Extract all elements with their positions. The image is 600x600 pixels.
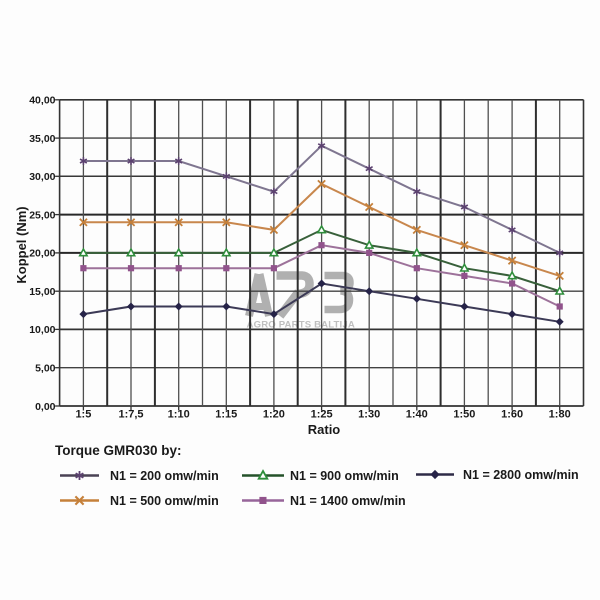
svg-text:1:10: 1:10 [168, 409, 190, 421]
svg-text:1:5: 1:5 [75, 409, 91, 421]
svg-text:1:15: 1:15 [215, 409, 237, 421]
svg-text:5,00: 5,00 [35, 363, 56, 375]
svg-text:1:40: 1:40 [406, 409, 428, 421]
svg-text:Koppel (Nm): Koppel (Nm) [14, 206, 29, 283]
svg-text:15,00: 15,00 [29, 286, 55, 298]
svg-text:Torque GMR030 by:: Torque GMR030 by: [55, 443, 182, 458]
svg-text:N1 = 900 omw/min: N1 = 900 omw/min [290, 469, 399, 483]
svg-text:N1 = 200 omw/min: N1 = 200 omw/min [110, 469, 219, 483]
svg-text:1:20: 1:20 [263, 409, 285, 421]
svg-text:Ratio: Ratio [308, 422, 341, 437]
svg-text:30,00: 30,00 [29, 171, 55, 183]
svg-text:25,00: 25,00 [29, 209, 55, 221]
svg-text:1:30: 1:30 [358, 409, 380, 421]
svg-text:40,00: 40,00 [29, 95, 55, 107]
svg-text:N1 = 2800 omw/min: N1 = 2800 omw/min [463, 468, 579, 482]
svg-text:20,00: 20,00 [29, 248, 55, 260]
svg-text:N1 = 1400 omw/min: N1 = 1400 omw/min [290, 494, 406, 508]
svg-text:1:50: 1:50 [453, 409, 475, 421]
svg-text:1:60: 1:60 [501, 409, 523, 421]
svg-text:0,00: 0,00 [35, 401, 56, 413]
svg-text:AGRO PARTS BALTIJA: AGRO PARTS BALTIJA [247, 320, 355, 331]
svg-text:10,00: 10,00 [29, 324, 55, 336]
svg-text:1:25: 1:25 [311, 409, 333, 421]
svg-text:1:7,5: 1:7,5 [118, 409, 143, 421]
svg-text:35,00: 35,00 [29, 133, 55, 145]
svg-text:1:80: 1:80 [549, 409, 571, 421]
svg-text:N1 = 500 omw/min: N1 = 500 omw/min [110, 494, 219, 508]
